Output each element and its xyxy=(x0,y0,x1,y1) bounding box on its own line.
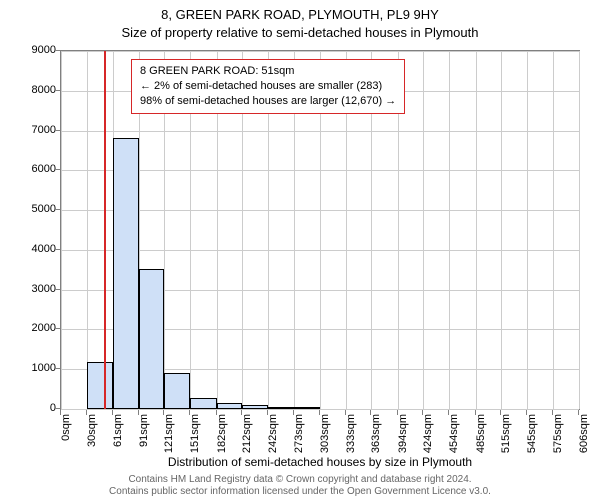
info-box-line2: ← 2% of semi-detached houses are smaller… xyxy=(140,79,396,94)
footer: Contains HM Land Registry data © Crown c… xyxy=(0,474,600,498)
chart-title-1: 8, GREEN PARK ROAD, PLYMOUTH, PL9 9HY xyxy=(0,6,600,24)
grid-v xyxy=(553,51,554,409)
x-tick-mark xyxy=(422,410,423,415)
info-box-line1: 8 GREEN PARK ROAD: 51sqm xyxy=(140,64,396,79)
x-tick-mark xyxy=(397,410,398,415)
histogram-bar xyxy=(217,403,243,409)
x-axis-title: Distribution of semi-detached houses by … xyxy=(60,455,580,469)
x-tick-mark xyxy=(475,410,476,415)
chart-root: 8, GREEN PARK ROAD, PLYMOUTH, PL9 9HY Si… xyxy=(0,0,600,500)
x-tick-mark xyxy=(319,410,320,415)
grid-v xyxy=(87,51,88,409)
x-tick-mark xyxy=(189,410,190,415)
chart-titles: 8, GREEN PARK ROAD, PLYMOUTH, PL9 9HY Si… xyxy=(0,0,600,41)
y-tick-label: 8000 xyxy=(6,84,56,96)
info-box-line3: 98% of semi-detached houses are larger (… xyxy=(140,94,396,109)
x-tick-mark xyxy=(267,410,268,415)
y-tick-label: 2000 xyxy=(6,322,56,334)
histogram-bar xyxy=(268,407,294,409)
x-tick-mark xyxy=(241,410,242,415)
y-tick-label: 9000 xyxy=(6,44,56,56)
info-box: 8 GREEN PARK ROAD: 51sqm ← 2% of semi-de… xyxy=(131,59,405,114)
y-tick-label: 6000 xyxy=(6,163,56,175)
x-tick-mark xyxy=(60,410,61,415)
x-tick-mark xyxy=(448,410,449,415)
grid-v xyxy=(501,51,502,409)
x-tick-mark xyxy=(552,410,553,415)
y-tick-label: 3000 xyxy=(6,283,56,295)
y-tick-label: 7000 xyxy=(6,124,56,136)
x-tick-mark xyxy=(112,410,113,415)
y-tick-label: 0 xyxy=(6,402,56,414)
grid-v xyxy=(423,51,424,409)
histogram-bar xyxy=(87,362,113,409)
x-tick-mark xyxy=(293,410,294,415)
x-tick-mark xyxy=(526,410,527,415)
histogram-bar xyxy=(113,138,139,409)
x-tick-mark xyxy=(500,410,501,415)
plot-area: 8 GREEN PARK ROAD: 51sqm ← 2% of semi-de… xyxy=(60,50,580,410)
y-tick-label: 4000 xyxy=(6,243,56,255)
histogram-bar xyxy=(294,407,320,409)
property-marker-line xyxy=(104,51,106,409)
chart-title-2: Size of property relative to semi-detach… xyxy=(0,24,600,42)
grid-v xyxy=(449,51,450,409)
grid-v xyxy=(527,51,528,409)
histogram-bar xyxy=(190,398,216,409)
histogram-bar xyxy=(164,373,190,409)
footer-line2: Contains public sector information licen… xyxy=(0,486,600,498)
x-tick-mark xyxy=(138,410,139,415)
x-tick-mark xyxy=(370,410,371,415)
y-tick-label: 5000 xyxy=(6,203,56,215)
histogram-bar xyxy=(139,269,165,409)
grid-v xyxy=(61,51,62,409)
y-tick-label: 1000 xyxy=(6,362,56,374)
x-tick-mark xyxy=(345,410,346,415)
histogram-bar xyxy=(242,405,268,409)
x-tick-mark xyxy=(216,410,217,415)
x-tick-mark xyxy=(163,410,164,415)
x-tick-mark xyxy=(86,410,87,415)
grid-h xyxy=(61,409,579,410)
grid-v xyxy=(476,51,477,409)
x-tick-mark xyxy=(578,410,579,415)
grid-v xyxy=(579,51,580,409)
footer-line1: Contains HM Land Registry data © Crown c… xyxy=(0,474,600,486)
